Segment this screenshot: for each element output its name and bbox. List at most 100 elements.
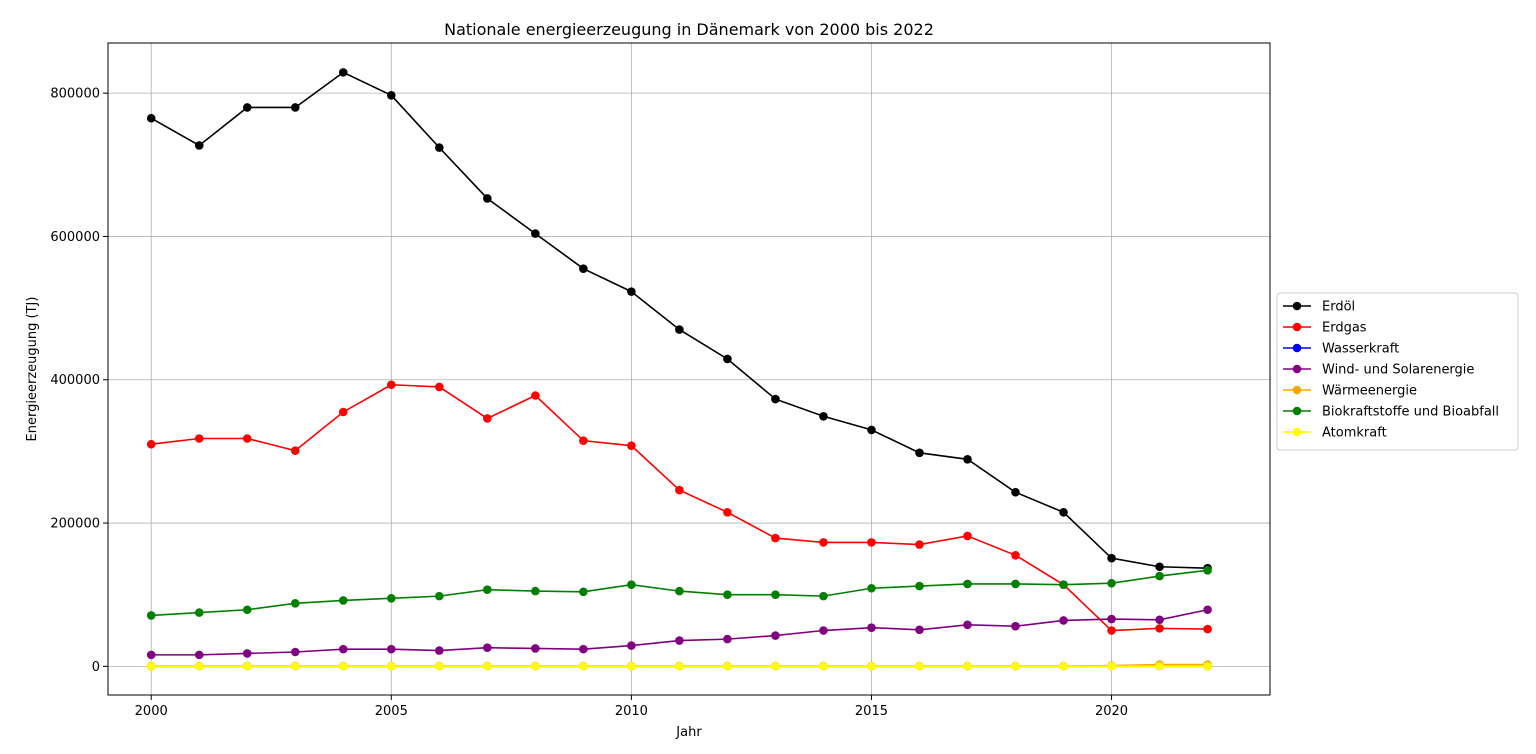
series-6 xyxy=(146,662,1212,671)
legend-marker xyxy=(1292,301,1302,311)
data-point xyxy=(915,448,924,458)
data-point xyxy=(963,454,972,464)
legend-label: Erdgas xyxy=(1322,321,1367,336)
data-point xyxy=(963,620,972,630)
data-point xyxy=(146,439,156,449)
data-point xyxy=(386,644,396,654)
data-point xyxy=(1107,578,1116,588)
legend-item: Erdgas xyxy=(1283,321,1367,336)
data-point xyxy=(723,590,732,599)
data-point xyxy=(771,631,780,640)
data-point xyxy=(531,662,540,671)
data-point xyxy=(915,662,924,671)
data-point xyxy=(1059,662,1068,671)
data-point xyxy=(483,662,492,671)
legend-box xyxy=(1276,292,1519,451)
series-layer xyxy=(146,68,1212,671)
data-point xyxy=(723,634,732,644)
data-point xyxy=(386,593,396,603)
legend-marker xyxy=(1292,406,1302,416)
data-point xyxy=(1011,487,1020,497)
data-point xyxy=(1203,662,1212,671)
data-point xyxy=(483,414,492,423)
data-point xyxy=(435,646,444,655)
data-point xyxy=(819,626,828,635)
data-point xyxy=(531,391,540,400)
data-point xyxy=(819,411,828,421)
data-point xyxy=(579,587,588,597)
data-point xyxy=(627,662,636,671)
data-point xyxy=(483,194,492,203)
x-tick-label: 2015 xyxy=(855,704,888,719)
data-point xyxy=(1107,662,1116,671)
data-point xyxy=(1155,615,1164,625)
legend-label: Erdöl xyxy=(1322,300,1355,315)
data-point xyxy=(386,380,396,390)
data-point xyxy=(771,590,780,599)
data-point xyxy=(194,141,204,150)
data-point xyxy=(627,287,636,296)
data-point xyxy=(435,382,444,392)
data-point xyxy=(675,485,684,495)
data-point xyxy=(723,507,732,517)
data-point xyxy=(579,436,588,445)
data-point xyxy=(531,586,540,596)
data-point xyxy=(194,608,204,617)
data-point xyxy=(723,662,732,671)
legend-item: Wind- und Solarenergie xyxy=(1283,363,1474,378)
legend-label: Wärmeenergie xyxy=(1322,384,1417,399)
data-point xyxy=(531,644,540,653)
data-point xyxy=(867,583,876,593)
data-point xyxy=(531,229,540,238)
data-point xyxy=(435,662,444,671)
data-point xyxy=(435,591,444,601)
data-point xyxy=(1155,562,1164,572)
data-point xyxy=(675,662,684,671)
x-tick-label: 2005 xyxy=(375,704,408,719)
data-point xyxy=(194,434,204,443)
data-point xyxy=(1059,507,1068,517)
data-point xyxy=(1059,580,1068,589)
legend-item: Wärmeenergie xyxy=(1283,384,1417,399)
data-point xyxy=(1203,566,1212,575)
legend-marker xyxy=(1292,427,1302,437)
data-point xyxy=(338,662,348,671)
data-point xyxy=(483,585,492,594)
legend-item: Atomkraft xyxy=(1283,426,1387,441)
data-point xyxy=(146,662,156,671)
data-point xyxy=(867,623,876,632)
data-point xyxy=(819,662,828,671)
x-axis-label: Jahr xyxy=(675,725,702,740)
x-tick-label: 2020 xyxy=(1095,704,1128,719)
data-point xyxy=(867,662,876,671)
y-tick-label: 400000 xyxy=(50,373,100,388)
data-point xyxy=(338,644,348,654)
data-point xyxy=(1107,553,1116,563)
data-point xyxy=(1011,550,1020,560)
legend-marker xyxy=(1292,343,1302,353)
data-point xyxy=(146,611,156,620)
data-point xyxy=(675,586,684,596)
data-point xyxy=(1155,662,1164,671)
data-point xyxy=(675,636,684,645)
data-point xyxy=(483,643,492,653)
series-3 xyxy=(146,605,1212,660)
data-point xyxy=(963,579,972,589)
data-point xyxy=(242,662,252,671)
data-point xyxy=(1203,624,1212,634)
legend-label: Atomkraft xyxy=(1322,426,1387,441)
data-point xyxy=(771,662,780,671)
legend-label: Wind- und Solarenergie xyxy=(1322,363,1474,378)
data-point xyxy=(627,441,636,450)
data-point xyxy=(771,394,780,404)
y-tick-label: 600000 xyxy=(50,230,100,245)
data-point xyxy=(1011,662,1020,671)
y-tick-label: 0 xyxy=(92,660,100,675)
data-point xyxy=(579,644,588,654)
grid xyxy=(108,43,1270,695)
legend: Erdöl Erdgas Wasserkraft Wind- und Solarene… xyxy=(1276,292,1519,451)
data-point xyxy=(338,68,348,77)
data-point xyxy=(627,580,636,589)
data-point xyxy=(1107,614,1116,624)
legend-label: Wasserkraft xyxy=(1322,342,1399,357)
